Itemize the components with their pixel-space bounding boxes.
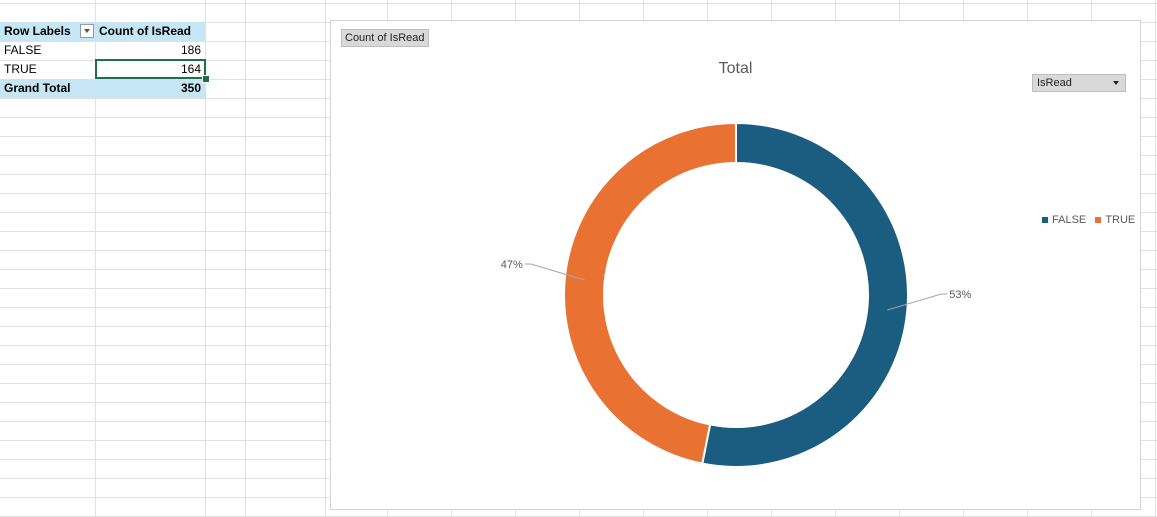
row-labels-filter-icon[interactable] (80, 24, 94, 38)
legend-entry-false[interactable]: FALSE (1042, 214, 1086, 226)
row-labels-text: Row Labels (4, 24, 71, 38)
pivot-row-label[interactable]: FALSE (4, 43, 42, 57)
donut-slice-false[interactable] (701, 121, 909, 468)
leader-line (524, 263, 585, 281)
chart-legend[interactable]: FALSE TRUE (1042, 214, 1141, 226)
pivot-chart[interactable]: Count of IsRead Total IsRead FALSE TRUE … (330, 20, 1141, 510)
count-of-isread-header[interactable]: Count of IsRead (95, 22, 205, 41)
chart-title[interactable]: Total (718, 60, 753, 77)
dropdown-label: IsRead (1037, 77, 1072, 89)
active-cell-selection (95, 59, 206, 79)
legend-swatch-false (1042, 217, 1048, 223)
chevron-down-icon (1113, 81, 1119, 85)
donut-chart[interactable]: 53% 47% (331, 21, 1142, 511)
isread-filter-dropdown[interactable]: IsRead (1032, 74, 1126, 92)
legend-label: FALSE (1052, 214, 1087, 226)
row-labels-header[interactable]: Row Labels (0, 22, 95, 41)
grand-total-label[interactable]: Grand Total (0, 79, 95, 98)
pivot-row-label[interactable]: TRUE (4, 62, 37, 76)
chart-field-button[interactable]: Count of IsRead (341, 29, 429, 47)
leader-line (887, 293, 948, 311)
pivot-row-value[interactable]: 186 (180, 43, 201, 57)
legend-swatch-true (1095, 217, 1102, 223)
legend-entry-true[interactable]: TRUE (1095, 214, 1135, 226)
fill-handle[interactable] (202, 75, 210, 83)
donut-slice-true[interactable] (563, 121, 737, 465)
data-label-false[interactable]: 53% (949, 289, 971, 301)
pivot-row-value[interactable]: 164 (180, 62, 201, 76)
data-label-true[interactable]: 47% (501, 259, 523, 271)
legend-label: TRUE (1105, 214, 1136, 226)
grand-total-value[interactable]: 350 (95, 79, 205, 98)
